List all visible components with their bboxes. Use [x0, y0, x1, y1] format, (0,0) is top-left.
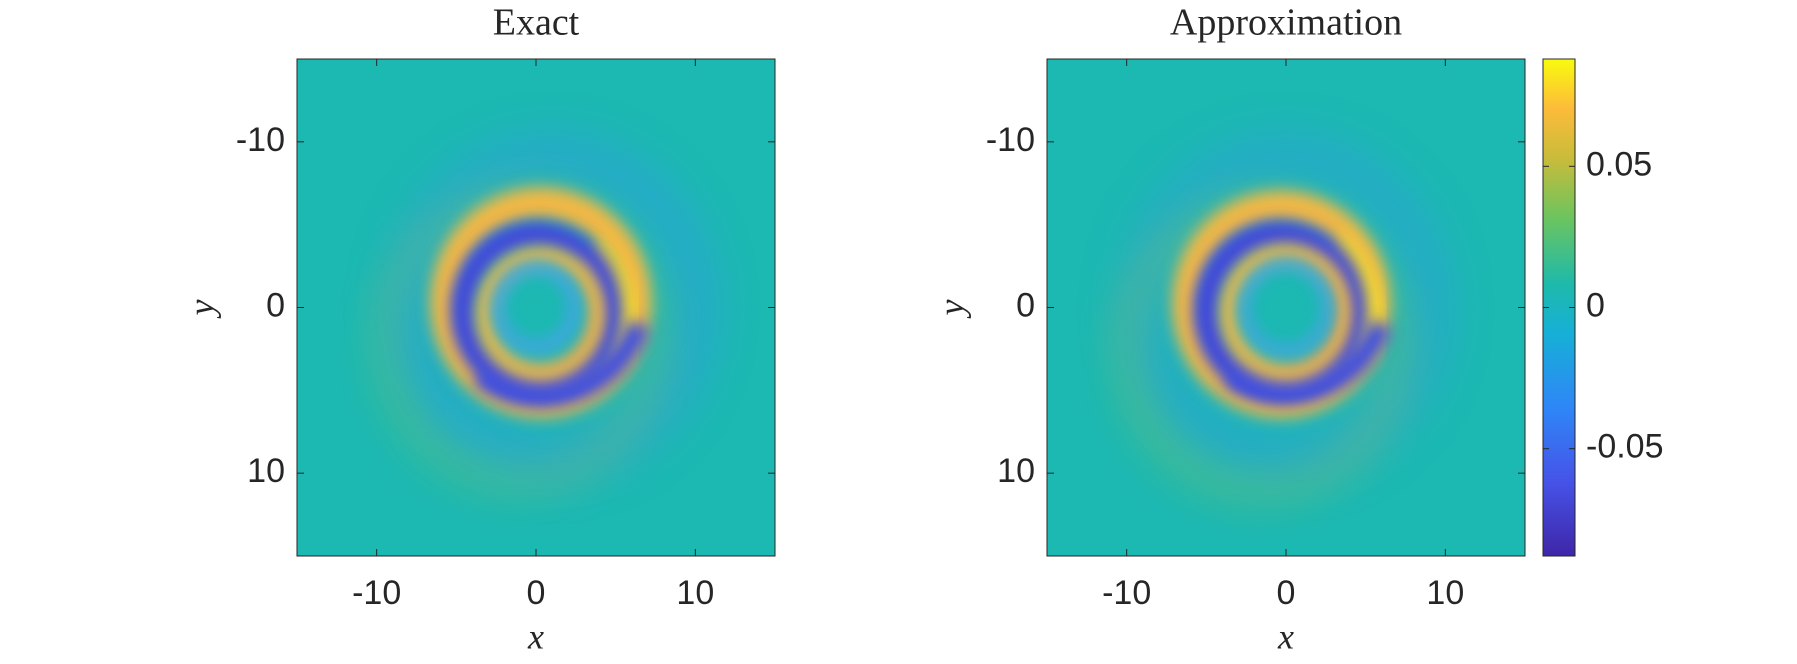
- y-tick-label: -10: [986, 121, 1035, 159]
- chart-title: Exact: [493, 2, 580, 44]
- colorbar-tick-label: -0.05: [1586, 428, 1664, 466]
- y-axis-label: y: [181, 299, 221, 318]
- y-tick-label: -10: [236, 121, 285, 159]
- y-tick-label: 10: [247, 452, 285, 490]
- y-tick-label: 10: [997, 452, 1035, 490]
- colorbar-tick-label: 0.05: [1586, 145, 1652, 183]
- x-tick-label: 10: [1426, 574, 1464, 612]
- x-axis-label: x: [527, 616, 544, 656]
- heatmap-field: [1047, 59, 1525, 556]
- heatmap-field: [297, 59, 775, 556]
- y-tick-label: 0: [1016, 286, 1035, 324]
- x-tick-label: -10: [1102, 574, 1151, 612]
- x-tick-label: 10: [676, 574, 714, 612]
- x-axis-label: x: [1277, 616, 1294, 656]
- x-tick-label: 0: [527, 574, 546, 612]
- y-axis-label: y: [931, 299, 971, 318]
- chart-title: Approximation: [1170, 2, 1402, 44]
- x-tick-label: 0: [1277, 574, 1296, 612]
- y-tick-label: 0: [266, 286, 285, 324]
- x-tick-label: -10: [352, 574, 401, 612]
- colorbar-tick-label: 0: [1586, 286, 1605, 324]
